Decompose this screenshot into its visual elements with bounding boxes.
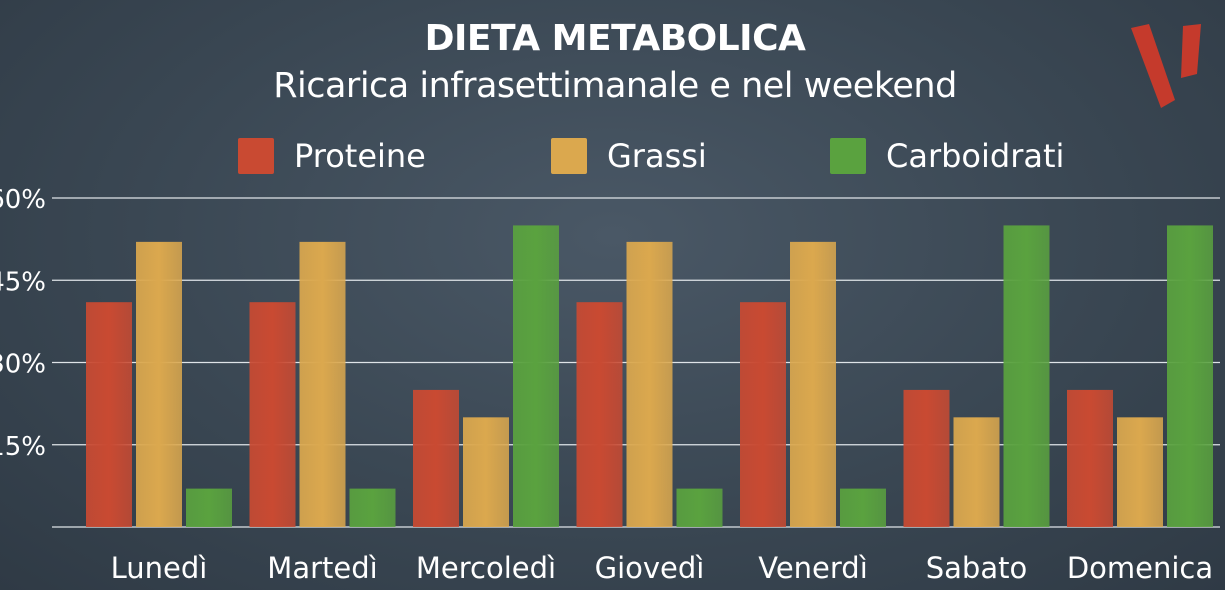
x-tick-label: Domenica bbox=[1067, 551, 1213, 585]
x-tick-label: Venerdì bbox=[758, 551, 868, 585]
bar-carboidrati bbox=[513, 225, 559, 527]
legend-item-grassi: Grassi bbox=[551, 136, 707, 176]
brand-logo bbox=[1131, 24, 1201, 108]
bar-proteine bbox=[413, 389, 459, 527]
legend-label-proteine: Proteine bbox=[294, 137, 426, 175]
y-tick-label: 15% bbox=[0, 432, 46, 462]
bar-grassi bbox=[463, 417, 509, 527]
legend-label-grassi: Grassi bbox=[607, 137, 707, 175]
bar-proteine bbox=[740, 302, 786, 527]
bar-carboidrati bbox=[1003, 225, 1050, 527]
legend-label-carboidrati: Carboidrati bbox=[886, 137, 1065, 175]
y-tick-label: 60% bbox=[0, 185, 46, 215]
legend-swatch-carboidrati bbox=[830, 138, 866, 174]
chart-title: DIETA METABOLICA bbox=[424, 18, 806, 59]
x-tick-label: Mercoledì bbox=[416, 551, 556, 585]
x-tick-label: Lunedì bbox=[111, 551, 208, 585]
bar-grassi bbox=[299, 241, 346, 527]
bar-proteine bbox=[86, 302, 132, 527]
bar-carboidrati bbox=[676, 488, 723, 527]
bar-grassi bbox=[953, 417, 1000, 527]
x-tick-label: Martedì bbox=[267, 551, 377, 585]
bar-grassi bbox=[790, 241, 836, 527]
y-tick-label: 30% bbox=[0, 350, 46, 380]
legend-item-proteine: Proteine bbox=[238, 136, 426, 176]
bar-grassi bbox=[626, 241, 673, 527]
x-tick-label: Sabato bbox=[926, 551, 1027, 585]
bar-carboidrati bbox=[349, 488, 396, 527]
bar-carboidrati bbox=[1167, 225, 1213, 527]
bar-proteine bbox=[249, 302, 296, 527]
chart-subtitle: Ricarica infrasettimanale e nel weekend bbox=[273, 66, 957, 106]
bar-grassi bbox=[1117, 417, 1163, 527]
x-tick-label: Giovedì bbox=[595, 551, 705, 585]
bar-proteine bbox=[1067, 389, 1113, 527]
legend-swatch-proteine bbox=[238, 138, 274, 174]
bar-proteine bbox=[903, 389, 950, 527]
bar-carboidrati bbox=[840, 488, 886, 527]
y-tick-label: 45% bbox=[0, 267, 46, 297]
legend-item-carboidrati: Carboidrati bbox=[830, 136, 1064, 176]
legend-swatch-grassi bbox=[551, 138, 587, 174]
bar-carboidrati bbox=[186, 488, 232, 527]
bar-grassi bbox=[136, 241, 182, 527]
bar-proteine bbox=[576, 302, 623, 527]
